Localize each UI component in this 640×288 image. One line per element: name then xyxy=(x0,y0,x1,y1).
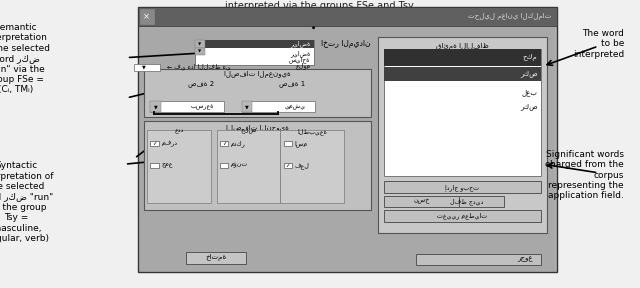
FancyBboxPatch shape xyxy=(138,7,557,272)
FancyBboxPatch shape xyxy=(384,181,541,193)
Text: interpreted via the groups FSe and Tsy.: interpreted via the groups FSe and Tsy. xyxy=(225,1,415,12)
FancyBboxPatch shape xyxy=(144,121,371,210)
Text: لفظ جديد: لفظ جديد xyxy=(450,198,483,205)
Text: عدد: عدد xyxy=(174,129,184,134)
Text: ✓: ✓ xyxy=(285,163,290,168)
FancyBboxPatch shape xyxy=(384,67,541,81)
Text: اسم: اسم xyxy=(294,140,308,147)
Text: Semantic
interpretation
of the selected
word ركض
"run" via the
group FSe =
(Cᵢ, : Semantic interpretation of the selected … xyxy=(0,23,50,94)
Text: ▼: ▼ xyxy=(245,104,249,109)
Text: صفة 2: صفة 2 xyxy=(188,80,214,87)
Text: ← في هذا اللفظ هي: ← في هذا اللفظ هي xyxy=(166,63,230,70)
FancyBboxPatch shape xyxy=(150,163,159,168)
FancyBboxPatch shape xyxy=(220,163,228,168)
Text: ✓: ✓ xyxy=(221,141,227,146)
FancyBboxPatch shape xyxy=(384,196,460,207)
Text: رياضة: رياضة xyxy=(290,50,310,57)
FancyBboxPatch shape xyxy=(195,40,205,48)
Text: مفرد: مفرد xyxy=(161,141,177,147)
Text: علوم: علوم xyxy=(295,62,310,69)
FancyBboxPatch shape xyxy=(284,141,292,146)
Text: سياحة: سياحة xyxy=(289,56,310,63)
Text: حكم: حكم xyxy=(523,54,538,61)
Text: الطبيعة: الطبيعة xyxy=(297,128,327,135)
Text: نسخ: نسخ xyxy=(413,199,429,204)
Text: The word
to be
interpreted: The word to be interpreted xyxy=(573,29,624,58)
FancyBboxPatch shape xyxy=(186,252,246,264)
FancyBboxPatch shape xyxy=(144,69,371,117)
FancyBboxPatch shape xyxy=(134,64,160,71)
FancyBboxPatch shape xyxy=(147,130,211,203)
Text: فعل: فعل xyxy=(294,162,309,169)
Text: لعب: لعب xyxy=(522,89,538,96)
Text: ▼: ▼ xyxy=(141,65,145,70)
FancyBboxPatch shape xyxy=(140,9,154,24)
Text: قائمة الإلفاظ: قائمة الإلفاظ xyxy=(436,43,489,50)
FancyBboxPatch shape xyxy=(150,101,224,112)
Text: إدراج وبحث: إدراج وبحث xyxy=(445,184,479,191)
Text: ▼: ▼ xyxy=(154,104,157,109)
FancyBboxPatch shape xyxy=(195,40,314,48)
FancyBboxPatch shape xyxy=(384,49,541,176)
FancyBboxPatch shape xyxy=(138,7,557,26)
Text: رجوع: رجوع xyxy=(517,257,532,262)
Text: ×: × xyxy=(143,12,150,21)
Text: الصفات المعنوية: الصفات المعنوية xyxy=(224,71,291,78)
Text: ▼: ▼ xyxy=(198,42,202,46)
Text: تغيير معطيات: تغيير معطيات xyxy=(437,213,488,219)
Text: مذكر: مذكر xyxy=(231,140,246,147)
Text: Syntactic
interpretation of
the selected
word ركض "run"
via the group
Tsy =
(mas: Syntactic interpretation of the selected… xyxy=(0,161,53,243)
FancyBboxPatch shape xyxy=(284,163,292,168)
Text: مؤنث: مؤنث xyxy=(231,163,248,168)
FancyBboxPatch shape xyxy=(416,254,541,265)
FancyBboxPatch shape xyxy=(195,48,205,55)
FancyBboxPatch shape xyxy=(140,27,555,271)
Text: رياضة: رياضة xyxy=(290,40,310,47)
FancyBboxPatch shape xyxy=(384,210,541,222)
FancyBboxPatch shape xyxy=(429,196,504,207)
Text: Significant words
charged from the
corpus
representing the
application field.: Significant words charged from the corpu… xyxy=(545,150,624,200)
Text: ✓: ✓ xyxy=(152,141,157,146)
Text: تحليل معاني الكلمات: تحليل معاني الكلمات xyxy=(468,13,552,20)
FancyBboxPatch shape xyxy=(220,141,228,146)
FancyBboxPatch shape xyxy=(150,141,159,146)
Text: بسرعة: بسرعة xyxy=(191,104,214,110)
Text: ▼: ▼ xyxy=(198,49,202,53)
Text: جنس: جنس xyxy=(241,129,257,134)
Text: صفة 1: صفة 1 xyxy=(278,80,305,87)
FancyBboxPatch shape xyxy=(384,49,541,66)
FancyBboxPatch shape xyxy=(280,130,344,203)
FancyBboxPatch shape xyxy=(195,40,314,65)
FancyBboxPatch shape xyxy=(150,101,161,112)
Text: اختر الميدان: اختر الميدان xyxy=(321,39,371,48)
Text: الصفات النحوية: الصفات النحوية xyxy=(226,124,289,131)
Text: Selection of the application field: Selection of the application field xyxy=(258,10,427,20)
FancyBboxPatch shape xyxy=(378,37,547,233)
Text: خاتمة: خاتمة xyxy=(205,254,227,261)
Text: جمع: جمع xyxy=(161,163,173,168)
Text: ركض: ركض xyxy=(520,70,538,77)
Text: يمشي: يمشي xyxy=(285,104,306,110)
FancyBboxPatch shape xyxy=(242,101,316,112)
FancyBboxPatch shape xyxy=(242,101,252,112)
Text: ركض: ركض xyxy=(520,103,538,110)
FancyBboxPatch shape xyxy=(217,130,280,203)
